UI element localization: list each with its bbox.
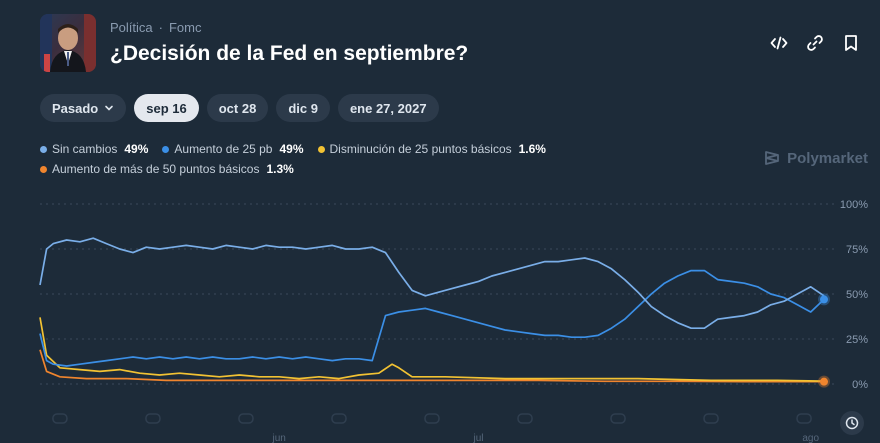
endpoint-dot	[820, 377, 828, 386]
polymarket-logo-icon	[765, 151, 780, 165]
action-bar	[768, 32, 862, 54]
legend-swatch	[40, 145, 47, 153]
tab-label: sep 16	[146, 100, 187, 116]
x-axis-tick	[331, 413, 347, 424]
legend-value: 49%	[279, 142, 304, 156]
tab-oct-28[interactable]: oct 28	[206, 94, 269, 122]
tab-sep-16[interactable]: sep 16	[134, 94, 199, 122]
legend-swatch	[317, 145, 325, 153]
x-axis-tick	[52, 413, 68, 424]
legend-label: Aumento de 25 pb	[174, 142, 273, 156]
tab-dic-9[interactable]: dic 9	[276, 94, 330, 122]
link-icon[interactable]	[804, 32, 826, 54]
tab-label: ene 27, 2027	[349, 100, 427, 116]
y-tick-label: 25%	[846, 334, 868, 346]
legend-label: Aumento de más de 50 puntos básicos	[52, 162, 260, 176]
x-axis-tick	[238, 413, 254, 424]
x-axis-tick	[517, 413, 533, 424]
embed-icon[interactable]	[768, 32, 790, 54]
x-tick-label: jul	[473, 433, 484, 443]
chevron-down-icon	[105, 105, 114, 111]
chart-legend: Sin cambios 49% Aumento de 25 pb 49% Dis…	[40, 139, 740, 179]
x-axis-tick	[424, 413, 440, 424]
clock-icon[interactable]	[840, 411, 864, 435]
tab-label: dic 9	[288, 100, 318, 116]
brand-name: Polymarket	[787, 149, 868, 167]
breadcrumb-category[interactable]: Política	[110, 20, 153, 35]
x-axis-tick	[796, 413, 812, 424]
series-line-3	[39, 349, 824, 383]
y-tick-label: 0%	[852, 379, 868, 391]
legend-item-disminucion-25: Disminución de 25 puntos básicos 1.6%	[317, 142, 546, 156]
legend-label: Sin cambios	[52, 142, 118, 156]
tab-label: oct 28	[218, 100, 257, 116]
series-line-1	[39, 269, 825, 367]
legend-value: 1.3%	[266, 162, 294, 176]
breadcrumb: Política · Fomc	[110, 20, 201, 35]
legend-swatch	[40, 165, 47, 173]
legend-value: 49%	[124, 142, 149, 156]
breadcrumb-separator: ·	[158, 20, 163, 35]
tab-ene-27-2027[interactable]: ene 27, 2027	[337, 94, 439, 122]
market-thumbnail	[40, 14, 96, 72]
legend-value: 1.6%	[518, 142, 546, 156]
tab-pasado[interactable]: Pasado	[40, 94, 127, 122]
legend-swatch	[162, 145, 170, 153]
series-line-0	[39, 237, 825, 330]
date-tabs: Pasado sep 16 oct 28 dic 9 ene 27, 2027	[40, 94, 439, 122]
y-tick-label: 100%	[840, 199, 868, 211]
breadcrumb-tag[interactable]: Fomc	[168, 20, 202, 35]
legend-item-aumento-50: Aumento de más de 50 puntos básicos 1.3%	[40, 162, 294, 176]
series-line-2	[39, 317, 825, 382]
probability-chart: jun jul ago 100% 75% 50% 25% 0%	[39, 199, 868, 443]
y-tick-label: 50%	[846, 289, 868, 301]
legend-item-sin-cambios: Sin cambios 49%	[40, 142, 148, 156]
bookmark-icon[interactable]	[840, 32, 862, 54]
x-axis-tick	[145, 413, 161, 424]
endpoint-dot	[820, 295, 828, 304]
tab-label: Pasado	[52, 100, 99, 116]
legend-item-aumento-25: Aumento de 25 pb 49%	[162, 142, 304, 156]
page-title: ¿Decisión de la Fed en septiembre?	[110, 42, 469, 65]
polymarket-watermark: Polymarket	[763, 149, 868, 167]
legend-label: Disminución de 25 puntos básicos	[329, 142, 512, 156]
x-tick-label: ago	[802, 433, 819, 443]
x-tick-label: jun	[272, 433, 286, 443]
y-tick-label: 75%	[846, 244, 868, 256]
x-axis-tick	[703, 413, 719, 424]
x-axis-tick	[610, 413, 626, 424]
